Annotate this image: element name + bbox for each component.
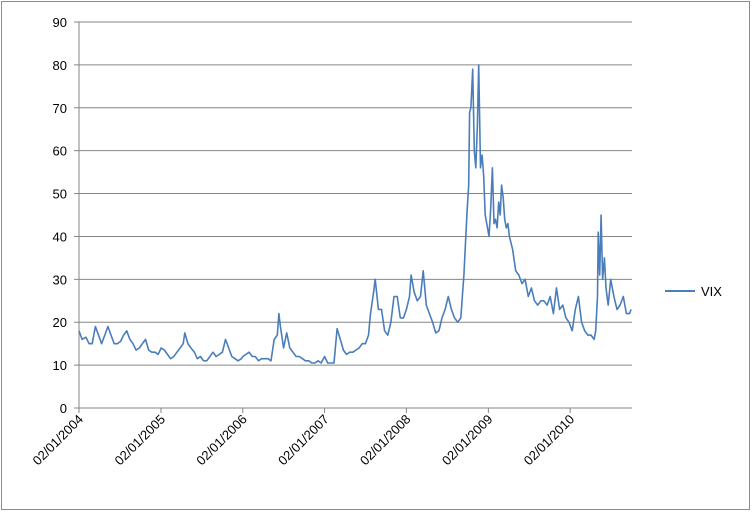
y-tick-label: 80 (53, 58, 67, 73)
y-tick-label: 70 (53, 101, 67, 116)
series-line (78, 64, 632, 364)
y-tick-label: 50 (53, 187, 67, 202)
y-tick-label: 30 (53, 272, 67, 287)
y-tick-label: 60 (53, 144, 67, 159)
y-tick-label: 0 (60, 401, 67, 416)
legend-label: VIX (701, 284, 722, 299)
y-tick-label: 20 (53, 315, 67, 330)
y-tick-label: 10 (53, 358, 67, 373)
y-tick-label: 40 (53, 229, 67, 244)
y-tick-label: 90 (53, 15, 67, 30)
